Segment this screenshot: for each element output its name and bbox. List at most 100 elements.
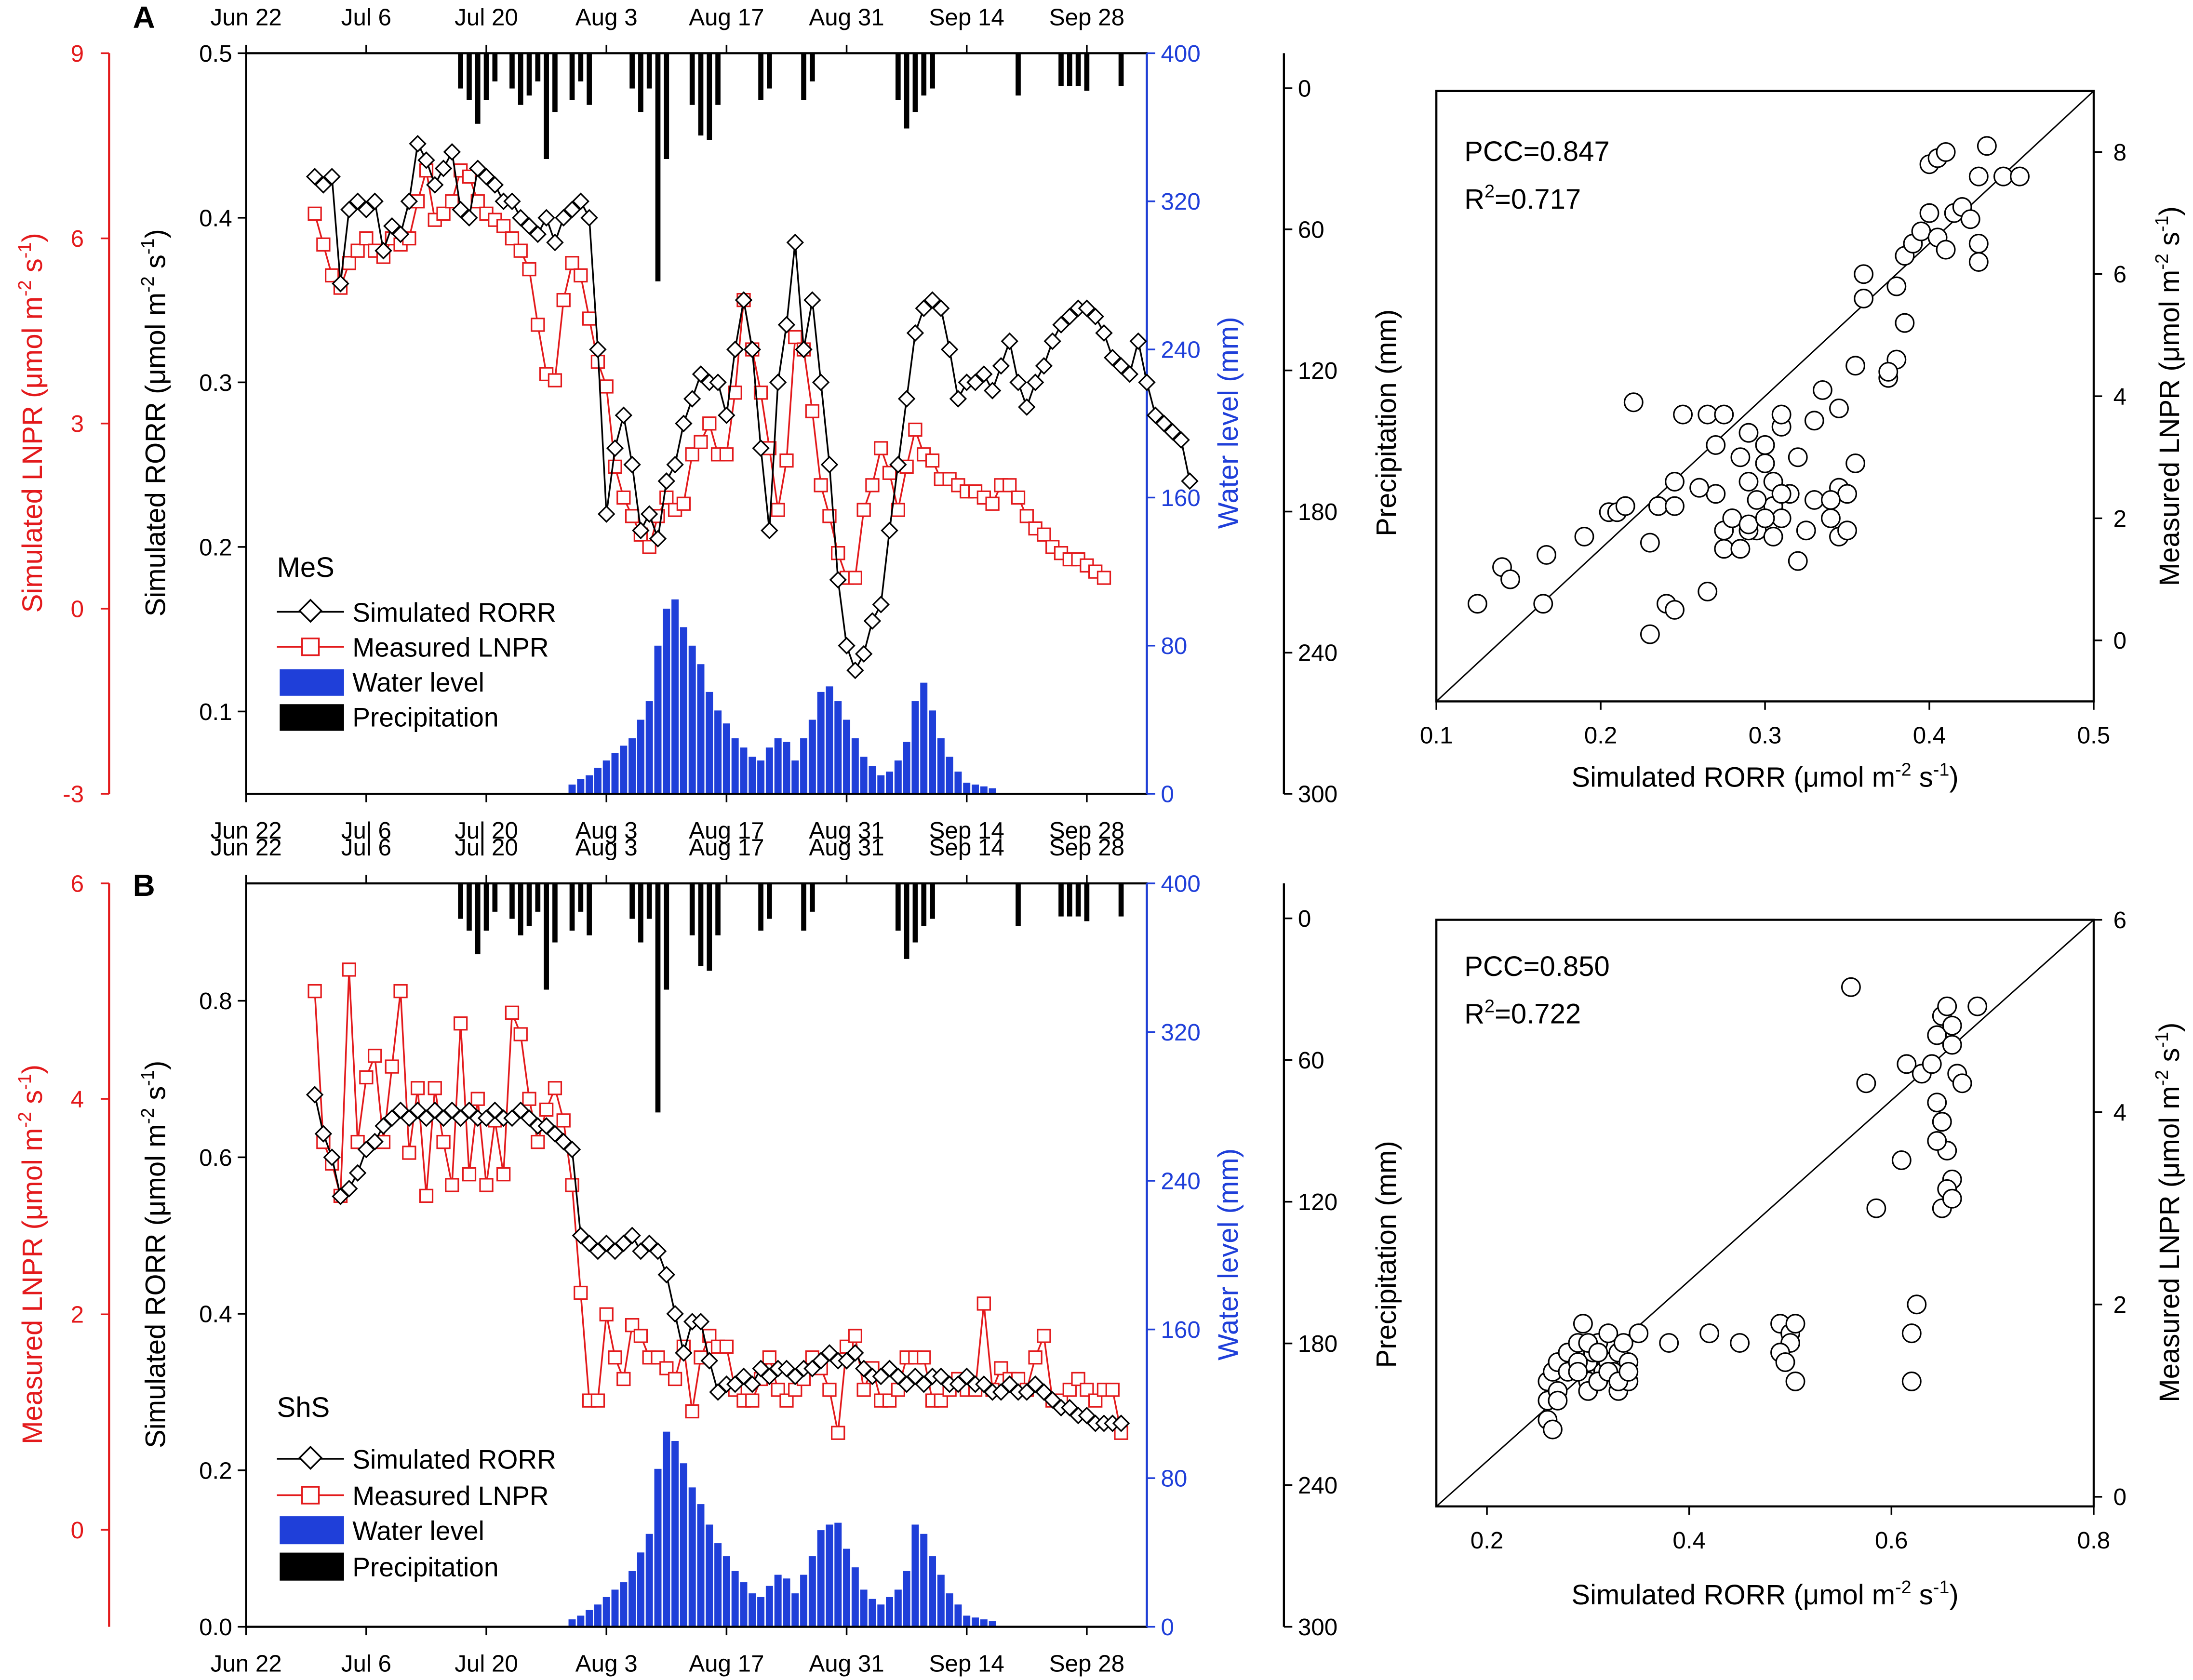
precipitation-bar <box>638 883 643 943</box>
precipitation-bar <box>715 53 721 105</box>
precipitation-bar <box>475 53 481 124</box>
water-level-bar <box>628 1571 636 1627</box>
simulated-point <box>563 1140 581 1159</box>
water-level-bar <box>808 720 816 794</box>
precipitation-bar <box>518 53 523 105</box>
simulated-point <box>846 1344 864 1362</box>
simulated-point <box>563 200 581 219</box>
b-water-level-axis: 0 80 160 240 320 400 <box>1146 870 1201 1640</box>
water-level-bar <box>671 1440 679 1627</box>
water-level-bar <box>654 1468 662 1627</box>
measured-point <box>513 243 528 258</box>
measured-point <box>1080 1383 1094 1397</box>
simulated-point <box>675 414 693 432</box>
measured-point <box>1088 1393 1103 1408</box>
measured-point <box>856 503 871 517</box>
precipitation-bar <box>930 53 935 89</box>
water-level-bar <box>929 1556 936 1627</box>
bottom-date-label: Aug 17 <box>689 1651 764 1677</box>
scatter-point <box>1927 1131 1947 1151</box>
simulated-point <box>932 299 950 317</box>
scatter-point <box>1706 435 1726 455</box>
a-scatter-fit-line <box>1436 90 2094 702</box>
water-level-bar <box>894 1589 902 1627</box>
precipitation-bar <box>698 883 704 966</box>
scatter-point <box>1755 508 1775 528</box>
simulated-point <box>795 340 813 359</box>
b-water-level-bars <box>568 1431 996 1627</box>
measured-point <box>496 1167 511 1182</box>
precipitation-bar <box>587 53 592 105</box>
a-scatter-x-axis: 0.1 0.2 0.3 0.4 0.5 <box>1420 701 2110 749</box>
water-level-bar <box>774 1574 782 1627</box>
simulated-point <box>323 168 341 186</box>
scatter-point <box>1845 356 1866 376</box>
water-level-bar <box>722 1556 730 1627</box>
scatter-point <box>1936 240 1956 260</box>
simulated-point <box>700 1352 719 1370</box>
measured-point <box>548 1081 562 1095</box>
measured-point <box>822 1383 837 1397</box>
scatter-point <box>1785 1371 1805 1391</box>
b-red-axis-title: Measured LNPR (μmol m-2 s-1) <box>14 1065 48 1444</box>
measured-point <box>779 453 794 468</box>
measured-point <box>359 1070 374 1085</box>
a-scatter-ylabel: Measured LNPR (μmol m-2 s-1) <box>2152 206 2185 586</box>
water-level-bar <box>911 701 919 794</box>
red-axis-tick-label: 9 <box>71 40 84 67</box>
simulated-point <box>657 472 676 490</box>
measured-point <box>522 1092 536 1106</box>
scatter-point <box>1968 166 1989 187</box>
measured-point <box>805 404 820 418</box>
measured-point <box>659 490 674 505</box>
precipitation-bar <box>646 53 652 89</box>
b-scatter-xlabel: Simulated RORR (μmol m-2 s-1) <box>1571 1577 1958 1611</box>
b-bottom-date-axis: Jun 22 Jul 6 Jul 20 Aug 3 Aug 17 Aug 31 Sep 14… <box>211 1627 1124 1677</box>
a-scatter-r2: R2=0.717 <box>1464 181 1581 215</box>
water-level-bar <box>637 1552 644 1627</box>
water-level-bar <box>611 1589 619 1627</box>
a-red-axis-title: Simulated LNPR (μmol m-2 s-1) <box>14 233 48 613</box>
scatter-point <box>1467 594 1487 614</box>
measured-point <box>642 540 656 554</box>
measured-point <box>771 1383 785 1397</box>
panel-b-label: B <box>133 868 155 903</box>
precipitation-bar <box>587 883 592 935</box>
measured-point <box>891 503 905 517</box>
water-level-bar <box>843 720 851 794</box>
scatter-point <box>1640 624 1660 644</box>
rorr-axis-tick-label: 0.1 <box>199 699 232 725</box>
precipitation-bar <box>1016 53 1021 96</box>
measured-point <box>659 1361 674 1375</box>
measured-point <box>1114 1426 1128 1440</box>
simulated-point <box>897 390 916 408</box>
scatter-point <box>1960 209 1980 229</box>
measured-point <box>917 1350 931 1365</box>
measured-point <box>771 503 785 517</box>
simulated-point <box>434 160 453 177</box>
measured-point <box>599 1307 614 1321</box>
water-level-bar <box>577 1615 585 1627</box>
simulated-point <box>314 176 333 194</box>
water-level-bar <box>791 1593 799 1627</box>
a-precipitation-axis: 0 60 120 180 240 300 <box>1283 53 1337 808</box>
water-level-bar <box>774 738 782 794</box>
measured-point <box>1011 490 1026 505</box>
simulated-point <box>803 291 821 309</box>
scatter-point <box>1755 435 1775 455</box>
scatter-point <box>1738 471 1759 492</box>
simulated-point <box>1112 357 1130 375</box>
water-level-bar <box>688 645 696 794</box>
scatter-x-tick-label: 0.4 <box>1913 722 1946 749</box>
measured-point <box>402 1146 416 1160</box>
bottom-date-label: Jul 20 <box>455 817 518 844</box>
a-legend-water: Water level <box>352 667 484 697</box>
precipitation-bar <box>921 53 927 96</box>
scatter-point <box>1901 1371 1922 1391</box>
simulated-point <box>649 1242 667 1260</box>
bottom-date-label: Aug 17 <box>689 817 764 844</box>
precipitation-bar <box>715 883 721 935</box>
precipitation-bar <box>509 53 515 89</box>
a-scatter-y-axis: 0 2 4 6 8 <box>2093 139 2126 654</box>
